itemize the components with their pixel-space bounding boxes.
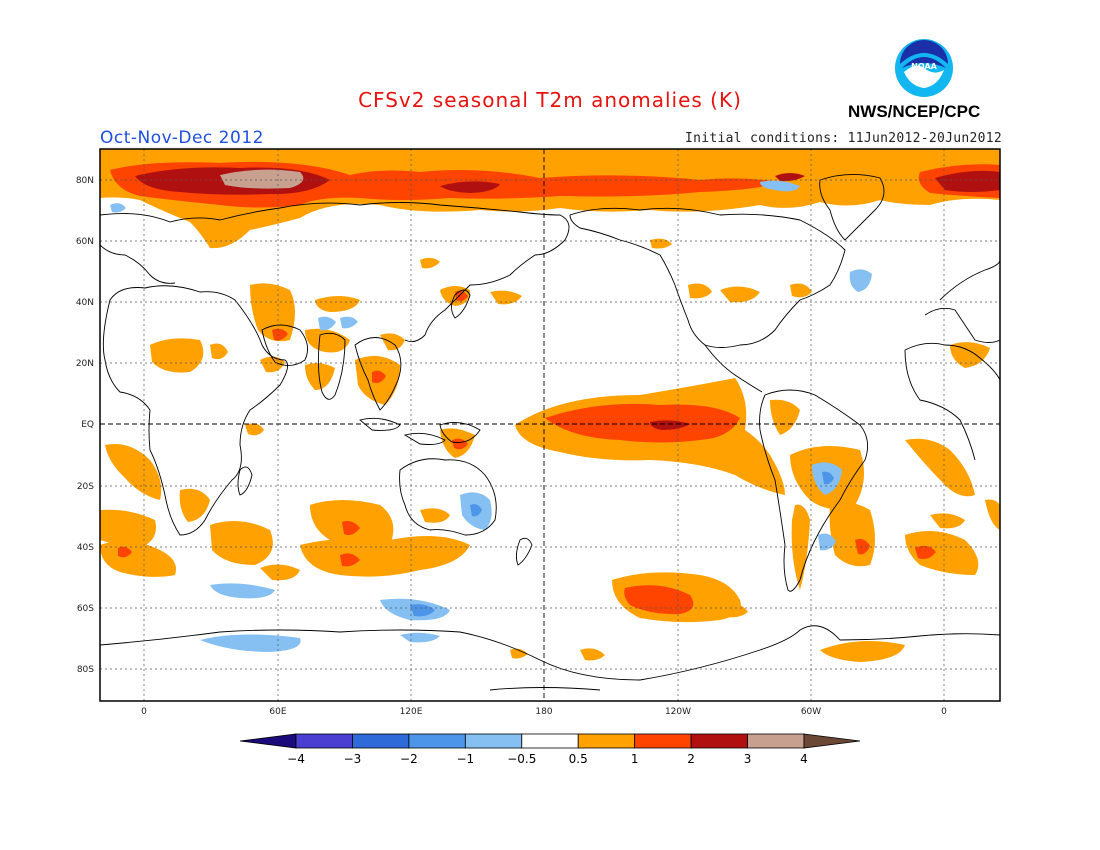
colorbar-label: −2: [400, 752, 418, 766]
colorbar-swatch: [464, 733, 523, 749]
map-frame: [99, 148, 1001, 702]
graticule: [100, 149, 1000, 701]
colorbar-label: 1: [631, 752, 639, 766]
map-title: CFSv2 seasonal T2m anomalies (K): [358, 88, 742, 112]
lat-label: 60N: [76, 237, 94, 247]
lon-label: 180: [535, 707, 552, 717]
lat-label: 20S: [77, 482, 94, 492]
colorbar-arrow-high: [803, 733, 861, 749]
lat-label: 20N: [76, 359, 94, 369]
colorbar-label: −3: [344, 752, 362, 766]
colorbar-swatch: [295, 733, 353, 749]
arctic-dark-red-east: [935, 170, 1000, 192]
colorbar-swatch: [747, 733, 805, 749]
arctic-blue-spot: [760, 180, 800, 192]
lon-label: 0: [941, 707, 947, 717]
lat-label: 60S: [77, 604, 94, 614]
colorbar-label: 2: [687, 752, 695, 766]
colorbar-arrow-low: [239, 733, 297, 749]
north-atlantic-blue: [849, 269, 872, 292]
arctic-dark-red-mid: [440, 181, 500, 193]
enso-hot-center: [650, 420, 690, 430]
lat-label: 40N: [76, 298, 94, 308]
forecast-period: Oct-Nov-Dec 2012: [100, 128, 264, 148]
lat-label: 80S: [77, 665, 94, 675]
noaa-logo: NOAA: [895, 39, 953, 97]
lat-labels: 80N 60N 40N 20N EQ 20S 40S 60S 80S: [76, 176, 94, 675]
colorbar-label: −1: [456, 752, 474, 766]
colorbar-label: 3: [744, 752, 752, 766]
colorbar-swatch: [521, 733, 579, 749]
lon-label: 60W: [801, 707, 821, 717]
lat-label: EQ: [81, 420, 94, 430]
agency-label: NWS/NCEP/CPC: [848, 102, 981, 121]
colorbar-swatch: [352, 733, 410, 749]
logo-text: NOAA: [911, 62, 937, 71]
colorbar-label: −0.5: [507, 752, 536, 766]
colorbar: −4 −3 −2 −1 −0.5 0.5 1 2 3 4: [239, 733, 861, 766]
colorbar-label: −4: [287, 752, 305, 766]
lat-label: 80N: [76, 176, 94, 186]
colorbar-label: 0.5: [569, 752, 588, 766]
colorbar-label: 4: [800, 752, 808, 766]
coastlines: [100, 174, 1000, 691]
lat-label: 40S: [77, 543, 94, 553]
lon-labels: 0 60E 120E 180 120W 60W 0: [141, 707, 947, 717]
lon-label: 120E: [400, 707, 423, 717]
lon-label: 0: [141, 707, 147, 717]
colorbar-swatch: [634, 733, 692, 749]
lon-label: 120W: [665, 707, 691, 717]
arctic-tan-core: [220, 169, 304, 189]
scandinavia-blue: [110, 203, 126, 213]
arctic-dark-red-nw: [775, 173, 805, 182]
colorbar-swatch: [408, 733, 466, 749]
anomaly-fields: [100, 149, 1000, 662]
initial-conditions: Initial conditions: 11Jun2012-20Jun2012: [685, 131, 1002, 146]
south-pacific-core: [624, 585, 694, 615]
enso-warm-core: [545, 403, 740, 443]
colorbar-swatch: [577, 733, 636, 749]
lon-label: 60E: [269, 707, 286, 717]
colorbar-swatch: [690, 733, 748, 749]
